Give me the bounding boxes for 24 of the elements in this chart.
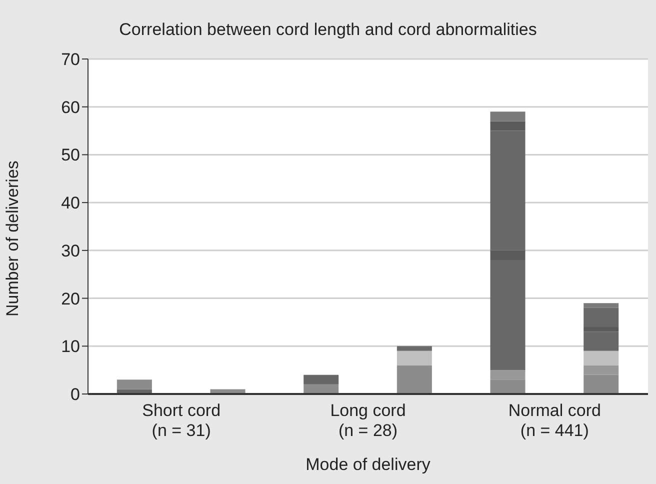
x-tick-label: Short cord (n = 31) <box>142 401 221 440</box>
bar <box>396 346 432 351</box>
y-axis-title: Number of deliveries <box>3 160 22 316</box>
y-tick-label: 30 <box>61 241 80 260</box>
bar <box>584 350 619 366</box>
y-tick-label: 40 <box>61 194 80 213</box>
bar <box>584 374 619 394</box>
x-axis-title: Mode of delivery <box>306 455 431 474</box>
bar <box>304 374 339 384</box>
x-tick-label: Long cord (n = 28) <box>330 401 406 440</box>
bar <box>584 303 619 308</box>
bar <box>584 365 619 375</box>
y-tick-label: 50 <box>61 146 80 165</box>
bar <box>396 365 432 394</box>
bar <box>490 380 526 394</box>
x-tick-label: Normal cord (n = 441) <box>508 401 601 440</box>
bar <box>490 112 526 122</box>
y-tick-label: 60 <box>61 98 80 117</box>
chart-title: Correlation between cord length and cord abnormalities <box>118 20 538 40</box>
y-tick-label: 10 <box>61 337 80 356</box>
y-tick-label: 70 <box>61 50 80 70</box>
bar <box>490 370 526 380</box>
y-tick-label: 0 <box>70 385 80 404</box>
y-tick-label: 20 <box>61 289 80 308</box>
